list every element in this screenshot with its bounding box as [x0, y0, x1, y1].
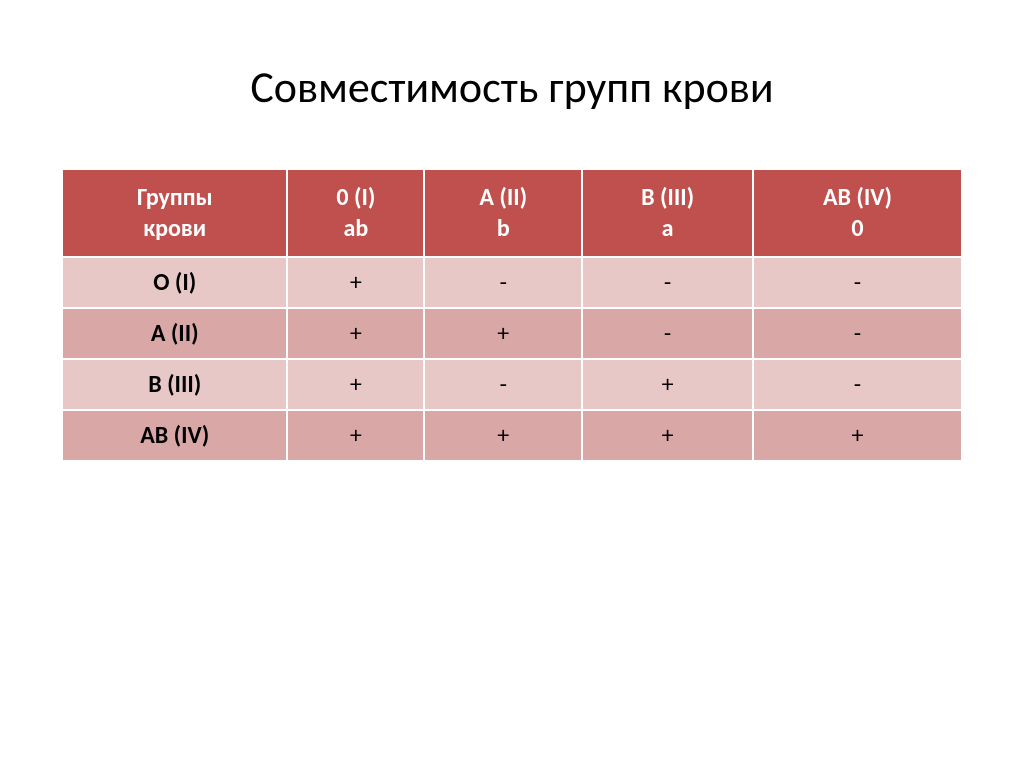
compatibility-table-container: Группы крови 0 (I) ab A (II) b B (III) a…	[62, 169, 962, 461]
row-label: A (II)	[62, 308, 287, 359]
cell-value: -	[424, 257, 582, 308]
header-cell-groups: Группы крови	[62, 169, 287, 257]
compatibility-table: Группы крови 0 (I) ab A (II) b B (III) a…	[62, 169, 962, 461]
cell-value: -	[582, 257, 753, 308]
header-line2: a	[662, 214, 674, 243]
header-cell-ab4: AB (IV) 0	[753, 169, 962, 257]
table-row: AB (IV) + + + +	[62, 410, 962, 461]
header-cell-o1: 0 (I) ab	[287, 169, 424, 257]
table-row: A (II) + + - -	[62, 308, 962, 359]
header-line2: 0	[851, 214, 863, 243]
cell-value: +	[753, 410, 962, 461]
table-row: B (III) + - + -	[62, 359, 962, 410]
header-line2: крови	[143, 214, 206, 243]
cell-value: +	[287, 308, 424, 359]
header-line2: ab	[343, 214, 368, 243]
cell-value: +	[287, 359, 424, 410]
cell-value: -	[424, 359, 582, 410]
header-cell-b3: B (III) a	[582, 169, 753, 257]
header-line1: AB (IV)	[823, 183, 892, 212]
cell-value: +	[582, 359, 753, 410]
cell-value: -	[753, 359, 962, 410]
cell-value: +	[287, 257, 424, 308]
table-header-row: Группы крови 0 (I) ab A (II) b B (III) a…	[62, 169, 962, 257]
cell-value: +	[582, 410, 753, 461]
cell-value: -	[582, 308, 753, 359]
cell-value: +	[424, 308, 582, 359]
row-label: AB (IV)	[62, 410, 287, 461]
header-line1: B (III)	[641, 183, 694, 212]
header-line1: Группы	[137, 183, 213, 212]
slide-title: Совместимость групп крови	[250, 60, 773, 114]
header-line2: b	[497, 214, 510, 243]
row-label: O (I)	[62, 257, 287, 308]
header-cell-a2: A (II) b	[424, 169, 582, 257]
table-row: O (I) + - - -	[62, 257, 962, 308]
cell-value: -	[753, 308, 962, 359]
row-label: B (III)	[62, 359, 287, 410]
cell-value: -	[753, 257, 962, 308]
cell-value: +	[287, 410, 424, 461]
header-line1: A (II)	[479, 183, 527, 212]
header-line1: 0 (I)	[336, 183, 375, 212]
cell-value: +	[424, 410, 582, 461]
